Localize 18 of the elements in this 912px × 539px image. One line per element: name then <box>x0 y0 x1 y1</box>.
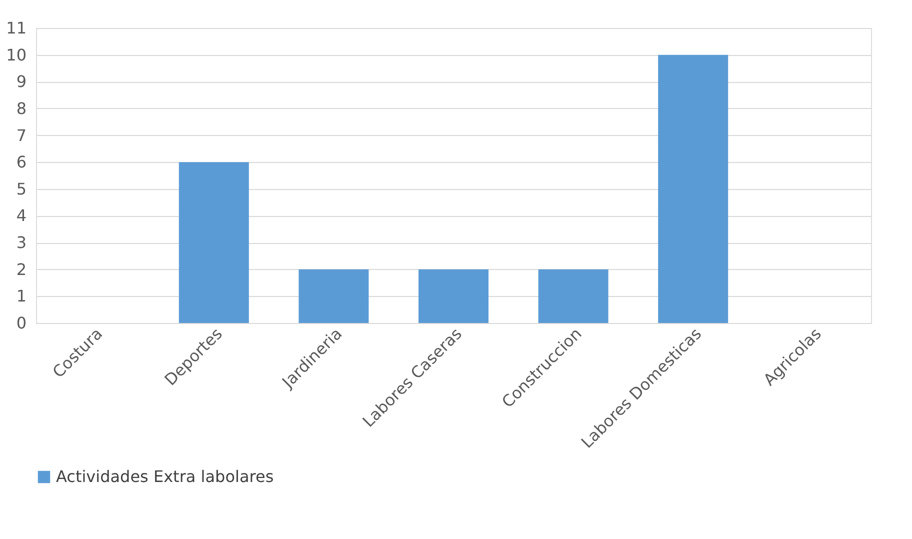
y-tick-label: 3 <box>16 233 26 252</box>
y-tick-label: 10 <box>6 45 26 64</box>
y-tick-label: 1 <box>16 286 26 306</box>
y-tick-label: 5 <box>16 179 26 198</box>
y-tick-label: 9 <box>16 72 26 92</box>
y-tick-label: 7 <box>16 126 26 145</box>
bar <box>298 269 369 323</box>
y-tick-label: 6 <box>16 152 26 172</box>
y-tick-label: 4 <box>16 206 26 226</box>
bar <box>418 269 488 323</box>
y-tick-label: 8 <box>16 98 26 118</box>
y-tick-label: 2 <box>16 260 26 279</box>
bar <box>538 269 608 323</box>
bar <box>658 54 728 323</box>
y-tick-label: 0 <box>16 314 26 332</box>
legend-label: Actividades Extra labolares <box>56 467 274 486</box>
y-tick-label: 11 <box>6 18 26 38</box>
bar <box>178 162 249 323</box>
